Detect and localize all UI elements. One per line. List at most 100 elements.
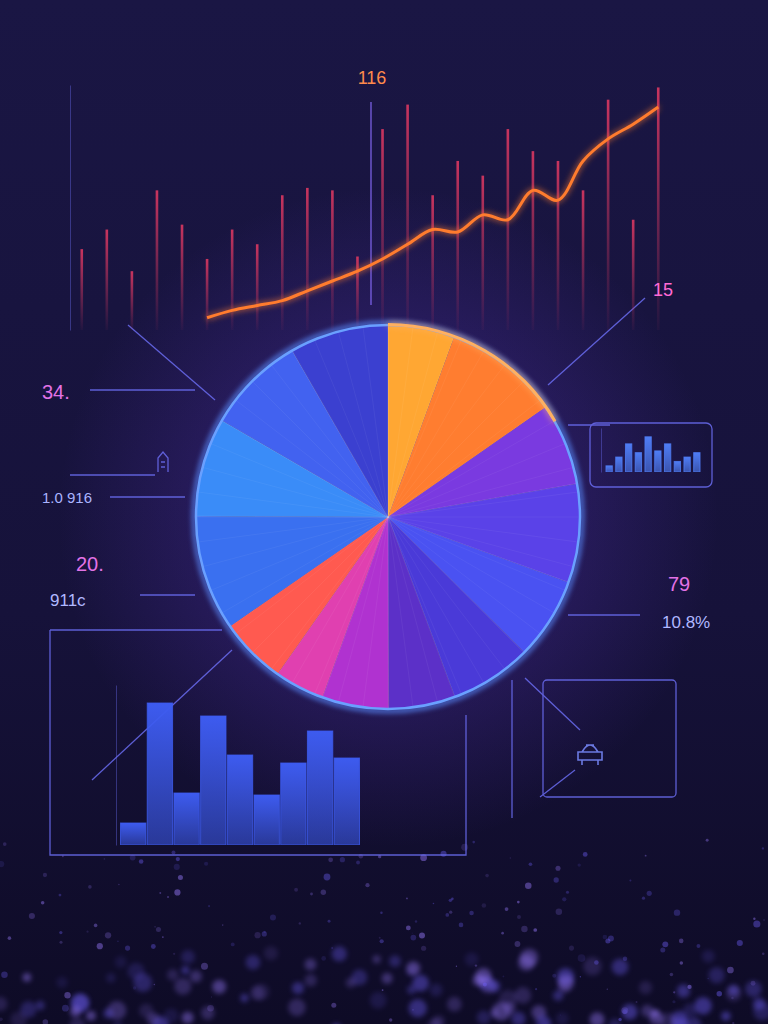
texture-line (363, 327, 388, 517)
bokeh-dot (556, 908, 562, 914)
bokeh-dot (475, 964, 477, 966)
bokeh-dot (167, 896, 169, 898)
bar (80, 249, 83, 330)
bokeh-dot (94, 924, 98, 928)
bar (655, 451, 661, 472)
bar (635, 453, 641, 472)
bokeh-dot (69, 1017, 85, 1024)
texture-line (388, 381, 524, 517)
bokeh-dot (518, 955, 534, 971)
bokeh-dot (370, 992, 387, 1009)
bokeh-dot (174, 889, 180, 895)
bokeh-dot (552, 974, 556, 978)
bokeh-dot (154, 984, 155, 985)
bokeh-dot (445, 913, 449, 917)
bokeh-dot (696, 944, 700, 948)
marks (80, 87, 659, 330)
texture-line (211, 444, 388, 517)
texture-line (388, 517, 524, 653)
bokeh-dot (10, 1011, 27, 1024)
box-frame (543, 680, 676, 797)
bokeh-dot (763, 919, 764, 920)
bokeh-dot (504, 1002, 516, 1014)
bar (406, 105, 409, 330)
leader-line (128, 325, 215, 400)
bokeh-dot (62, 1005, 69, 1012)
bokeh-dot (154, 926, 155, 927)
bokeh-dot (447, 997, 462, 1012)
bokeh-dot (156, 927, 161, 932)
texture-line (203, 467, 388, 517)
bokeh-dot (707, 978, 709, 980)
bar (381, 129, 384, 330)
bokeh-dot (510, 857, 512, 859)
bokeh-dot (609, 1018, 622, 1024)
bokeh-dot (409, 999, 427, 1017)
bokeh-dot (262, 931, 267, 936)
pie-texture (196, 325, 580, 709)
bokeh-dot (304, 974, 317, 987)
texture-line (203, 517, 388, 567)
bokeh-dot (299, 922, 301, 924)
bokeh-dot (43, 1019, 49, 1024)
bokeh-dot (533, 928, 537, 932)
bokeh-dot (529, 862, 533, 866)
annotation: 1.0 916 (42, 489, 92, 506)
bokeh-dot (240, 994, 248, 1002)
bokeh-dot (649, 1011, 663, 1024)
bar (356, 257, 359, 331)
marks (606, 437, 700, 472)
bar (201, 716, 226, 845)
leader-line (70, 474, 155, 475)
pie-slice (196, 516, 388, 626)
bar (557, 161, 560, 330)
texture-line (222, 517, 388, 613)
bokeh-dot (514, 987, 531, 1004)
texture-line (222, 421, 388, 517)
bokeh-dot (406, 897, 408, 899)
bokeh-dot (603, 935, 608, 940)
bokeh-dot (517, 915, 521, 919)
texture-line (388, 517, 461, 694)
bar (606, 466, 612, 472)
bokeh-dot (208, 905, 210, 907)
chart-1: 1534.1.0 91620.911c7910.8% (42, 280, 710, 711)
bar (206, 259, 209, 330)
bokeh-dot (503, 976, 505, 978)
bokeh-dot (324, 874, 331, 881)
bar (607, 100, 610, 330)
bokeh-dot (629, 879, 631, 881)
marks (121, 703, 360, 845)
bar (334, 758, 359, 845)
bokeh-dot (288, 999, 306, 1017)
bokeh-dot (717, 991, 722, 996)
bokeh-dot (580, 976, 581, 977)
background-glow (58, 187, 718, 847)
bokeh-dot (201, 963, 208, 970)
bokeh-dot (181, 966, 189, 974)
bokeh-dot (294, 888, 298, 892)
bokeh-dot (380, 939, 384, 943)
bokeh-dot (59, 931, 62, 934)
bokeh-dot (639, 981, 652, 994)
texture-line (292, 517, 388, 683)
bokeh-dot (0, 1018, 3, 1022)
bokeh-dot (139, 859, 144, 864)
bokeh-dot (410, 935, 416, 941)
annotation: 20. (76, 553, 104, 575)
y-axis-line (116, 686, 117, 846)
leader-line (568, 614, 640, 615)
bokeh-dot (310, 893, 313, 896)
bokeh-dot (535, 988, 537, 990)
bokeh-dot (433, 903, 435, 905)
annotation: 10.8% (662, 613, 710, 632)
bokeh-dot (331, 947, 332, 948)
bokeh-dot (612, 959, 629, 976)
bokeh-dot (162, 936, 164, 938)
bokeh-dot (727, 967, 734, 974)
bokeh-dot (104, 858, 106, 860)
bar (684, 457, 690, 472)
leader-line (110, 496, 185, 497)
bokeh-dot (594, 960, 599, 965)
bokeh-dot (660, 947, 665, 952)
